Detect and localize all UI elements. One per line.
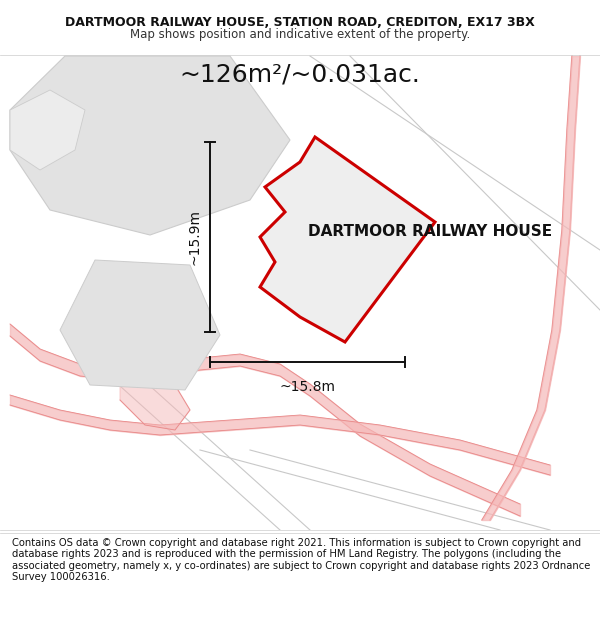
Polygon shape [10,56,290,235]
Text: ~15.8m: ~15.8m [280,380,335,394]
Text: DARTMOOR RAILWAY HOUSE, STATION ROAD, CREDITON, EX17 3BX: DARTMOOR RAILWAY HOUSE, STATION ROAD, CR… [65,16,535,29]
Polygon shape [10,90,85,170]
Polygon shape [260,137,435,342]
Text: Contains OS data © Crown copyright and database right 2021. This information is : Contains OS data © Crown copyright and d… [12,538,590,582]
Text: ~15.9m: ~15.9m [188,209,202,265]
Text: ~126m²/~0.031ac.: ~126m²/~0.031ac. [179,63,421,87]
Text: Map shows position and indicative extent of the property.: Map shows position and indicative extent… [130,28,470,41]
Polygon shape [120,370,190,430]
Polygon shape [60,260,220,390]
Text: DARTMOOR RAILWAY HOUSE: DARTMOOR RAILWAY HOUSE [308,224,552,239]
